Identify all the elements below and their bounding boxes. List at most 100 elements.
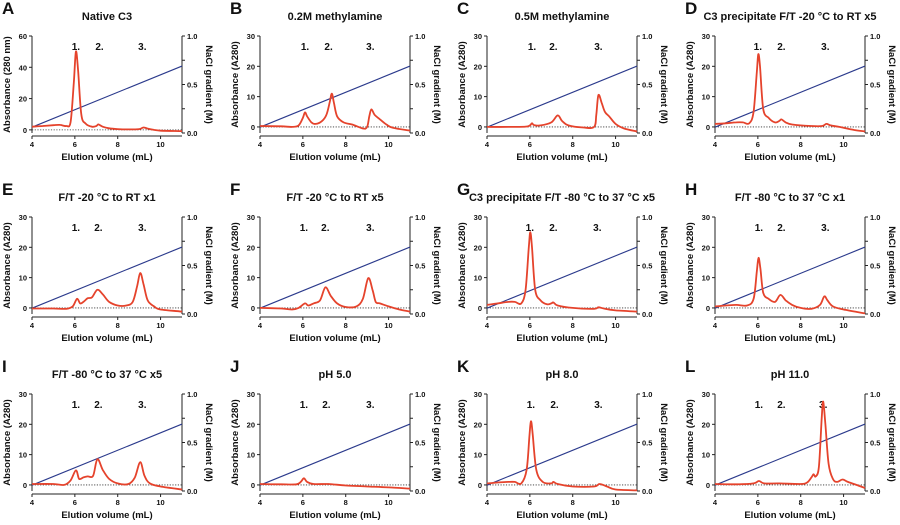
panel-title: F/T -80 °C to 37 °C x1 (735, 192, 845, 204)
y-tick-label: 10 (474, 451, 482, 460)
peak-label: 1. (755, 223, 764, 234)
absorbance-trace (32, 272, 183, 313)
y2-tick-label: 1.0 (187, 213, 197, 222)
y-tick-label: 0 (478, 123, 482, 132)
panel-letter: B (230, 0, 242, 18)
y2-axis-label: NaCl gradient (M) (431, 226, 442, 305)
y2-tick-label: 0.0 (415, 310, 425, 319)
nacl-gradient-line (714, 65, 866, 128)
y-tick-label: 30 (247, 213, 255, 222)
y-tick-label: 0 (23, 126, 27, 135)
x-tick-label: 6 (73, 140, 77, 149)
x-tick-label: 4 (713, 321, 718, 330)
y-tick-label: 10 (474, 93, 482, 102)
peak-label: 3. (366, 223, 375, 234)
y-tick-label: 20 (474, 243, 482, 252)
y2-axis-label: NaCl gradient (M) (431, 45, 442, 124)
nacl-gradient-line (31, 423, 183, 486)
peak-label: 2. (550, 400, 559, 411)
y2-tick-label: 1.0 (870, 32, 880, 41)
y2-tick-label: 0.0 (187, 487, 197, 496)
x-tick-label: 6 (301, 498, 305, 507)
x-tick-label: 8 (344, 498, 348, 507)
x-tick-label: 4 (258, 140, 263, 149)
y-tick-label: 40 (19, 63, 27, 72)
peak-label: 3. (821, 42, 830, 53)
y2-tick-label: 0.5 (642, 262, 652, 271)
nacl-gradient-line (486, 65, 638, 128)
x-tick-label: 8 (116, 140, 120, 149)
peak-label: 2. (777, 42, 786, 53)
y2-tick-label: 0.0 (187, 310, 197, 319)
x-axis-label: Elution volume (mL) (61, 510, 152, 521)
y-tick-label: 30 (19, 213, 27, 222)
y-tick-label: 10 (702, 451, 710, 460)
nacl-gradient-line (31, 65, 183, 128)
y2-axis-label: NaCl gradient (M) (886, 45, 897, 124)
x-axis-label: Elution volume (mL) (289, 333, 380, 344)
absorbance-trace (259, 477, 411, 490)
y-tick-label: 30 (702, 390, 710, 399)
panel-letter: D (685, 0, 697, 18)
panel-letter: L (685, 357, 695, 376)
x-tick-label: 4 (485, 140, 490, 149)
panel-f: F F/T -20 °C to RT x5 4 6 8 10 0 10 20 30 0.0 0.5 1.… (230, 180, 442, 344)
peak-label: 3. (138, 42, 147, 53)
panel-i: I F/T -80 °C to 37 °C x5 4 6 8 10 0 10 20 30 0.0 0.… (2, 357, 214, 521)
y-tick-label: 30 (247, 390, 255, 399)
peak-label: 2. (95, 42, 104, 53)
y2-axis-label: NaCl gradient (M) (886, 403, 897, 482)
y-tick-label: 0 (478, 304, 482, 313)
y-tick-label: 20 (247, 243, 255, 252)
panel-b: B 0.2M methylamine 4 6 8 10 0 10 20 30 0.0 0.5 1.0 El… (230, 0, 442, 163)
panel-h: H F/T -80 °C to 37 °C x1 4 6 8 10 0 10 20 30 0.0 0.… (685, 180, 897, 344)
panel-title: C3 precipitate F/T -20 °C to RT x5 (703, 11, 876, 23)
y2-tick-label: 0.5 (870, 439, 880, 448)
peak-label: 1. (300, 400, 309, 411)
x-axis-label: Elution volume (mL) (516, 510, 607, 521)
x-tick-label: 10 (156, 498, 164, 507)
x-tick-label: 10 (611, 140, 619, 149)
y2-tick-label: 0.5 (415, 81, 425, 90)
absorbance-trace (259, 92, 411, 132)
y-axis-label: Absorbance (A280) (457, 399, 468, 486)
peak-label: 1. (527, 400, 536, 411)
panel-title: F/T -20 °C to RT x1 (58, 192, 155, 204)
x-tick-label: 6 (73, 498, 77, 507)
peak-label: 3. (821, 223, 830, 234)
peak-label: 3. (593, 223, 602, 234)
panel-d: D C3 precipitate F/T -20 °C to RT x5 4 6 8 10… (685, 0, 897, 163)
x-tick-label: 8 (571, 498, 575, 507)
y-tick-label: 0 (706, 481, 710, 490)
panel-title: 0.5M methylamine (515, 11, 610, 23)
y-axis-label: Absorbance (A280) (2, 399, 13, 486)
panel-letter: K (457, 357, 470, 376)
x-tick-label: 8 (799, 140, 803, 149)
panel-title: F/T -20 °C to RT x5 (286, 192, 383, 204)
y2-axis-label: NaCl gradient (M) (431, 403, 442, 482)
y2-tick-label: 1.0 (415, 390, 425, 399)
absorbance-trace (486, 231, 638, 313)
y2-tick-label: 1.0 (415, 213, 425, 222)
absorbance-trace (714, 256, 866, 315)
peak-label: 2. (549, 42, 558, 53)
y2-tick-label: 0.0 (870, 310, 880, 319)
absorbance-trace (486, 93, 638, 133)
y2-tick-label: 1.0 (415, 32, 425, 41)
peak-label: 2. (321, 223, 330, 234)
y-tick-label: 0 (23, 304, 27, 313)
nacl-gradient-line (486, 246, 638, 309)
y-axis-label: Absorbance (A280) (230, 41, 241, 128)
x-tick-label: 10 (384, 140, 392, 149)
y2-tick-label: 0.5 (187, 262, 197, 271)
peak-label: 1. (754, 42, 763, 53)
y2-tick-label: 0.0 (870, 129, 880, 138)
peak-label: 2. (777, 223, 786, 234)
peak-label: 2. (549, 223, 558, 234)
y-tick-label: 30 (702, 213, 710, 222)
y2-tick-label: 1.0 (642, 213, 652, 222)
y2-tick-label: 0.5 (415, 439, 425, 448)
x-axis-label: Elution volume (mL) (516, 333, 607, 344)
absorbance-trace (714, 53, 866, 133)
